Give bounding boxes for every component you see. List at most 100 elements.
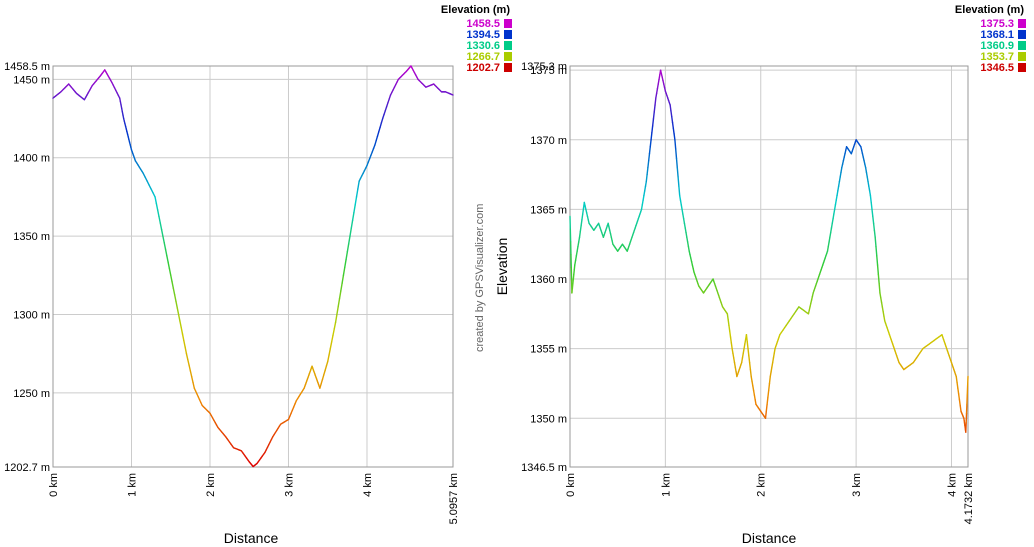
elevation-segment xyxy=(337,298,341,308)
legend-value: 1266.7 xyxy=(466,51,500,63)
elevation-segment xyxy=(873,229,876,238)
elevation-segment xyxy=(183,339,186,348)
elevation-segment xyxy=(653,104,656,113)
elevation-segment xyxy=(773,347,776,354)
elevation-segment xyxy=(746,340,749,350)
elevation-segment xyxy=(354,196,358,206)
elevation-segment xyxy=(185,352,189,361)
elevation-segment xyxy=(829,231,832,238)
elevation-segment xyxy=(733,357,736,364)
elevation-segment xyxy=(578,230,582,238)
elevation-segment xyxy=(752,385,755,392)
elevation-segment xyxy=(332,328,335,337)
elevation-segment xyxy=(732,352,735,359)
x-tick-label: 5.0957 km xyxy=(448,473,460,524)
elevation-segment xyxy=(187,358,190,366)
elevation-segment xyxy=(171,281,175,290)
y-axis-title: Elevation xyxy=(494,238,510,296)
elevation-segment xyxy=(380,117,384,124)
elevation-segment xyxy=(345,251,349,261)
x-tick-label: 2 km xyxy=(756,473,768,497)
elevation-segment xyxy=(181,333,185,342)
elevation-segment xyxy=(163,241,167,250)
elevation-segment xyxy=(175,300,178,309)
y-tick-label: 1458.5 m xyxy=(4,61,50,73)
elevation-segment xyxy=(686,236,689,243)
y-tick-label: 1346.5 m xyxy=(521,462,567,474)
elevation-segment xyxy=(750,375,753,382)
elevation-segment xyxy=(649,139,652,148)
elevation-segment xyxy=(575,250,578,257)
elevation-segment xyxy=(872,215,875,225)
elevation-segment xyxy=(770,366,773,373)
elevation-segment xyxy=(727,318,730,327)
x-tick-label: 0 km xyxy=(48,473,60,497)
elevation-segment xyxy=(674,139,677,150)
elevation-segment xyxy=(651,118,655,127)
elevation-segment xyxy=(827,241,830,248)
elevation-segment xyxy=(670,110,673,118)
elevation-segment xyxy=(168,268,172,276)
elevation-segment xyxy=(881,306,884,313)
elevation-segment xyxy=(767,382,771,392)
legend-value: 1346.5 xyxy=(980,62,1014,74)
elevation-segment xyxy=(868,190,872,197)
y-tick-label: 1202.7 m xyxy=(4,462,50,474)
elevation-segment xyxy=(146,180,150,186)
y-tick-label: 1360 m xyxy=(530,274,567,286)
elevation-segment xyxy=(879,292,882,299)
elevation-segment xyxy=(835,194,838,201)
legend: Elevation (m) 1458.51394.51330.61266.7120… xyxy=(441,4,512,74)
elevation-segment xyxy=(872,222,876,231)
elevation-segment xyxy=(328,347,332,356)
elevation-segment xyxy=(451,93,454,96)
x-axis-title: Distance xyxy=(224,530,279,546)
x-tick-label: 3 km xyxy=(851,473,863,497)
elevation-segment xyxy=(832,213,835,220)
elevation-segment xyxy=(744,338,747,345)
legend-swatch xyxy=(504,41,512,50)
legend-swatch xyxy=(1018,41,1026,50)
elevation-segment xyxy=(379,122,383,129)
elevation-segment xyxy=(155,202,159,211)
elevation-segment xyxy=(576,245,579,252)
elevation-segment xyxy=(766,396,769,406)
elevation-segment xyxy=(330,334,334,343)
elevation-segment xyxy=(650,132,653,141)
elevation-segment xyxy=(150,188,154,194)
elevation-segment xyxy=(866,176,869,183)
legend-swatch xyxy=(504,52,512,61)
x-tick-label: 2 km xyxy=(205,473,217,497)
elevation-segment xyxy=(733,361,737,368)
elevation-segment xyxy=(826,245,829,252)
elevation-segment xyxy=(771,361,774,368)
elevation-segment xyxy=(375,135,379,142)
elevation-segment xyxy=(643,190,646,197)
y-tick-label: 1350 m xyxy=(530,413,567,425)
elevation-segment xyxy=(748,361,752,371)
x-tick-label: 4 km xyxy=(362,473,374,497)
elevation-segment xyxy=(321,374,325,380)
elevation-segment xyxy=(768,375,771,385)
elevation-segment xyxy=(839,171,842,178)
elevation-segment xyxy=(645,173,648,183)
elevation-segment xyxy=(378,126,381,133)
legend-value: 1394.5 xyxy=(466,29,500,41)
elevation-segment xyxy=(574,259,577,266)
elevation-segment xyxy=(875,245,878,257)
elevation-segment xyxy=(678,194,682,201)
elevation-segment xyxy=(871,208,874,218)
elevation-segment xyxy=(865,171,868,178)
elevation-segment xyxy=(740,357,744,364)
elevation-segment xyxy=(582,207,585,215)
legend-title: Elevation (m) xyxy=(955,4,1024,16)
legend-value: 1202.7 xyxy=(466,62,500,74)
elevation-segment xyxy=(869,194,872,204)
elevation-segment xyxy=(729,330,732,338)
elevation-segment xyxy=(867,180,870,187)
elevation-segment xyxy=(772,352,775,359)
elevation-segment xyxy=(882,310,885,317)
legend-swatch xyxy=(1018,19,1026,28)
